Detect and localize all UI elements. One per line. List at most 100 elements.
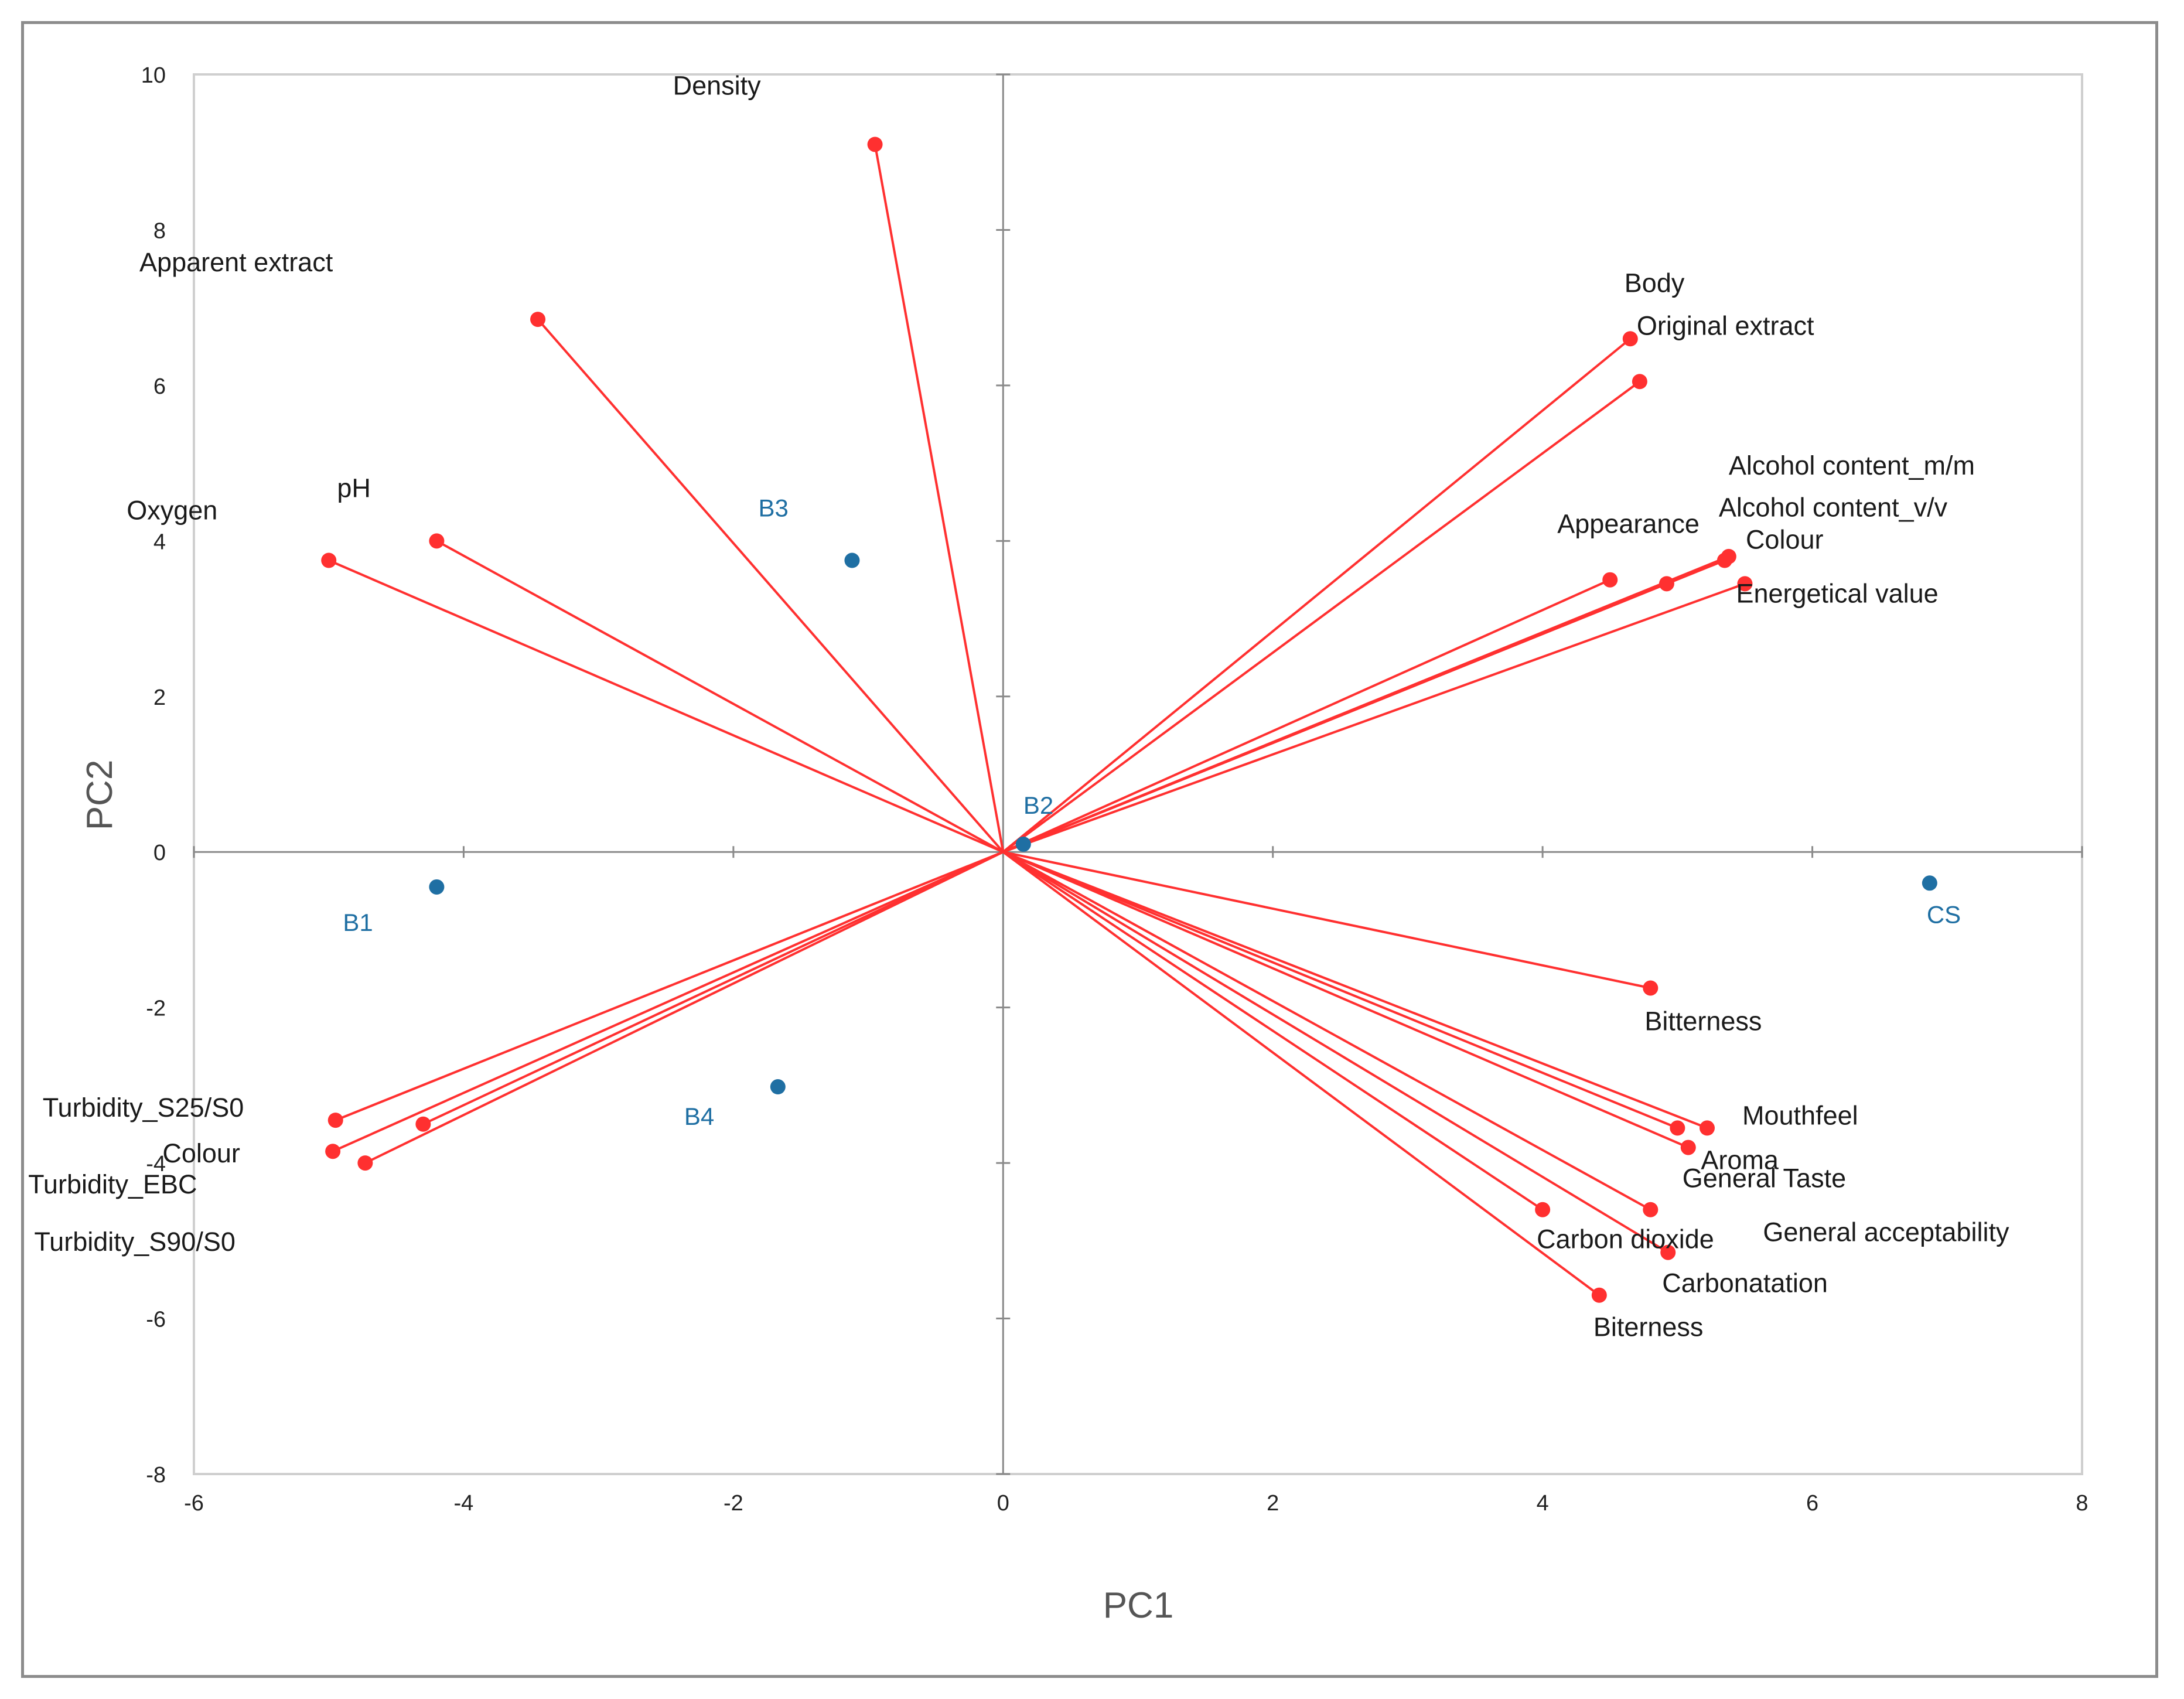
variable-label: pH bbox=[337, 473, 371, 503]
y-tick-label: -4 bbox=[146, 1152, 166, 1176]
variable-label: Turbidity_S90/S0 bbox=[34, 1227, 236, 1257]
observation-points bbox=[429, 552, 1937, 1095]
y-tick-label: -2 bbox=[146, 997, 166, 1021]
y-tick-label: 6 bbox=[153, 374, 166, 399]
chart-frame: -6 -4 -2 0 2 4 6 8 -8 -6 -4 -2 0 2 4 6 8 10 Density Appare… bbox=[21, 21, 2158, 1678]
variable-label: General acceptability bbox=[1763, 1217, 2009, 1247]
observation-label: B2 bbox=[1023, 791, 1053, 819]
observation-point bbox=[844, 552, 860, 568]
loading-vector-tip bbox=[1670, 1120, 1685, 1136]
variable-label: Colour bbox=[1746, 524, 1824, 554]
x-tick-label: -2 bbox=[724, 1491, 743, 1516]
loading-vector-tip bbox=[415, 1116, 431, 1132]
loading-vector bbox=[1002, 582, 1667, 854]
x-tick-label: 0 bbox=[997, 1491, 1009, 1516]
loading-vector bbox=[335, 851, 1004, 1121]
loading-vector-tip bbox=[325, 1144, 341, 1159]
loading-vector-tip bbox=[1602, 572, 1618, 588]
loading-vector bbox=[364, 851, 1004, 1164]
x-tick-label: 2 bbox=[1267, 1491, 1279, 1516]
point-labels: Density Apparent extract pH Oxygen Body Origi… bbox=[28, 70, 2009, 1342]
loading-vector bbox=[1002, 380, 1641, 853]
loading-vector bbox=[1002, 851, 1601, 1297]
loading-vector-tip bbox=[867, 137, 883, 152]
loading-vector bbox=[422, 851, 1004, 1125]
variable-label: Apparent extract bbox=[139, 247, 333, 277]
variable-label: Alcohol content_v/v bbox=[1719, 493, 1948, 523]
loading-vector-tip bbox=[321, 552, 337, 568]
loading-vector-tip bbox=[1632, 374, 1647, 390]
variable-label: Density bbox=[673, 70, 762, 100]
y-tick-label: 2 bbox=[153, 685, 166, 710]
loading-vector-tip bbox=[1717, 552, 1732, 568]
observation-point bbox=[1015, 836, 1031, 852]
observation-point bbox=[770, 1079, 786, 1095]
observation-point bbox=[1922, 875, 1937, 891]
loading-vector bbox=[537, 318, 1004, 853]
observation-label: B3 bbox=[758, 494, 788, 522]
variable-label: General Taste bbox=[1683, 1164, 1846, 1193]
loading-vector-tip bbox=[1700, 1120, 1715, 1136]
loading-vector-tip bbox=[357, 1155, 373, 1171]
loading-vector-tip bbox=[1643, 980, 1659, 996]
tick-labels: -6 -4 -2 0 2 4 6 8 -8 -6 -4 -2 0 2 4 6 8 10 bbox=[141, 63, 2089, 1516]
variable-label: Biterness bbox=[1593, 1312, 1704, 1342]
x-tick-label: 8 bbox=[2076, 1491, 2088, 1516]
loading-vector-tip bbox=[1737, 576, 1753, 592]
loading-vector bbox=[1002, 578, 1611, 854]
variable-label: Body bbox=[1625, 268, 1685, 298]
y-tick-label: -8 bbox=[146, 1463, 166, 1488]
variable-label: Appearance bbox=[1557, 509, 1700, 539]
variable-label: Aroma bbox=[1701, 1145, 1779, 1175]
loading-vector-tip bbox=[1643, 1202, 1659, 1217]
x-axis-title: PC1 bbox=[1103, 1585, 1174, 1626]
loading-vector-tip bbox=[327, 1113, 343, 1128]
loading-vector bbox=[1002, 851, 1544, 1211]
loading-vector bbox=[1002, 851, 1689, 1149]
observation-label: B4 bbox=[684, 1103, 714, 1130]
loading-vector-tip bbox=[1622, 331, 1638, 347]
y-axis-title: PC2 bbox=[80, 760, 120, 831]
loading-vector bbox=[328, 559, 1004, 854]
y-tick-label: -6 bbox=[146, 1308, 166, 1332]
x-tick-label: 4 bbox=[1537, 1491, 1549, 1516]
variable-label: Turbidity_S25/S0 bbox=[43, 1093, 244, 1123]
loading-vector-tip bbox=[1591, 1287, 1607, 1303]
y-tick-label: 8 bbox=[153, 219, 166, 243]
variable-label: Colour bbox=[162, 1138, 240, 1168]
pca-biplot: -6 -4 -2 0 2 4 6 8 -8 -6 -4 -2 0 2 4 6 8 10 Density Appare… bbox=[28, 63, 2089, 1626]
loading-vector bbox=[1002, 851, 1678, 1130]
y-tick-label: 4 bbox=[153, 530, 166, 554]
loading-vector bbox=[1002, 851, 1708, 1130]
y-tick-label: 0 bbox=[153, 841, 166, 865]
x-tick-label: 6 bbox=[1806, 1491, 1818, 1516]
loading-vector-tip bbox=[1659, 576, 1674, 592]
observation-label: B1 bbox=[343, 909, 373, 936]
variable-label: Mouthfeel bbox=[1742, 1100, 1858, 1130]
variable-label: Alcohol content_m/m bbox=[1729, 451, 1975, 480]
loading-vector-tip bbox=[530, 312, 546, 327]
variable-label: Turbidity_EBC bbox=[28, 1169, 197, 1199]
variable-label: Oxygen bbox=[127, 496, 217, 526]
loading-vector bbox=[873, 144, 1005, 852]
variable-label: Carbonatation bbox=[1662, 1268, 1828, 1298]
loading-vectors bbox=[321, 137, 1753, 1303]
loading-vector-tip bbox=[1660, 1244, 1676, 1260]
loading-vector bbox=[1002, 851, 1651, 990]
observation-label: CS bbox=[1927, 900, 1961, 928]
y-tick-label: 10 bbox=[141, 63, 166, 88]
loading-vector-tip bbox=[1535, 1202, 1551, 1217]
variable-label: Original extract bbox=[1637, 311, 1814, 340]
loading-vector bbox=[1002, 582, 1746, 854]
loading-vector bbox=[436, 540, 1004, 853]
x-tick-label: -6 bbox=[184, 1491, 204, 1516]
variable-label: Carbon dioxide bbox=[1537, 1224, 1714, 1254]
loading-vector bbox=[1002, 851, 1669, 1254]
loading-vector-tip bbox=[429, 533, 445, 549]
variable-label: Energetical value bbox=[1736, 578, 1938, 608]
loading-vector bbox=[332, 851, 1004, 1153]
plot-area bbox=[193, 73, 2083, 1475]
loading-vector bbox=[1002, 851, 1651, 1211]
x-tick-label: -4 bbox=[454, 1491, 474, 1516]
observation-point bbox=[429, 879, 445, 895]
